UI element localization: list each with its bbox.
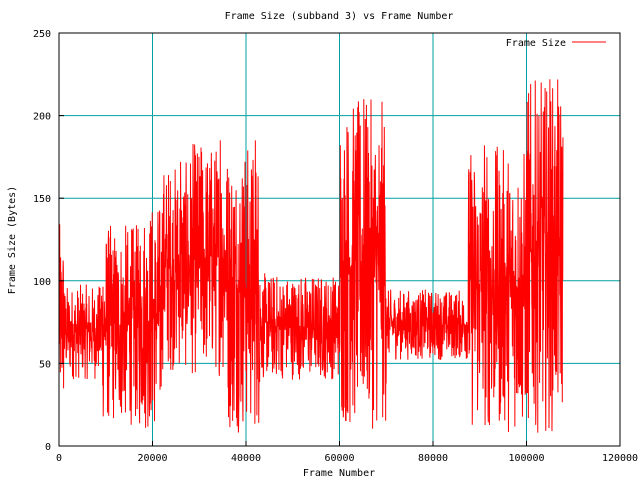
x-tick-label: 80000 — [418, 453, 448, 464]
x-tick-label: 0 — [56, 453, 62, 464]
series-line — [58, 79, 564, 433]
chart-title: Frame Size (subband 3) vs Frame Number — [225, 11, 454, 22]
legend: Frame Size — [506, 38, 606, 49]
x-tick-label: 120000 — [602, 453, 638, 464]
x-tick-label: 60000 — [324, 453, 354, 464]
x-tick-label: 40000 — [231, 453, 261, 464]
y-tick-label: 0 — [45, 442, 51, 453]
axis-ticks: 0 20000 40000 60000 80000 100000 120000 0 50 100 1… — [33, 29, 638, 464]
y-axis-label: Frame Size (Bytes) — [7, 186, 18, 294]
legend-label: Frame Size — [506, 38, 566, 49]
y-tick-label: 200 — [33, 112, 51, 123]
y-tick-label: 150 — [33, 194, 51, 205]
x-tick-label: 100000 — [508, 453, 544, 464]
y-tick-label: 100 — [33, 277, 51, 288]
x-tick-label: 20000 — [137, 453, 167, 464]
y-tick-label: 50 — [39, 359, 51, 370]
y-tick-label: 250 — [33, 29, 51, 40]
x-axis-label: Frame Number — [303, 468, 375, 479]
series-frame-size — [58, 79, 564, 433]
